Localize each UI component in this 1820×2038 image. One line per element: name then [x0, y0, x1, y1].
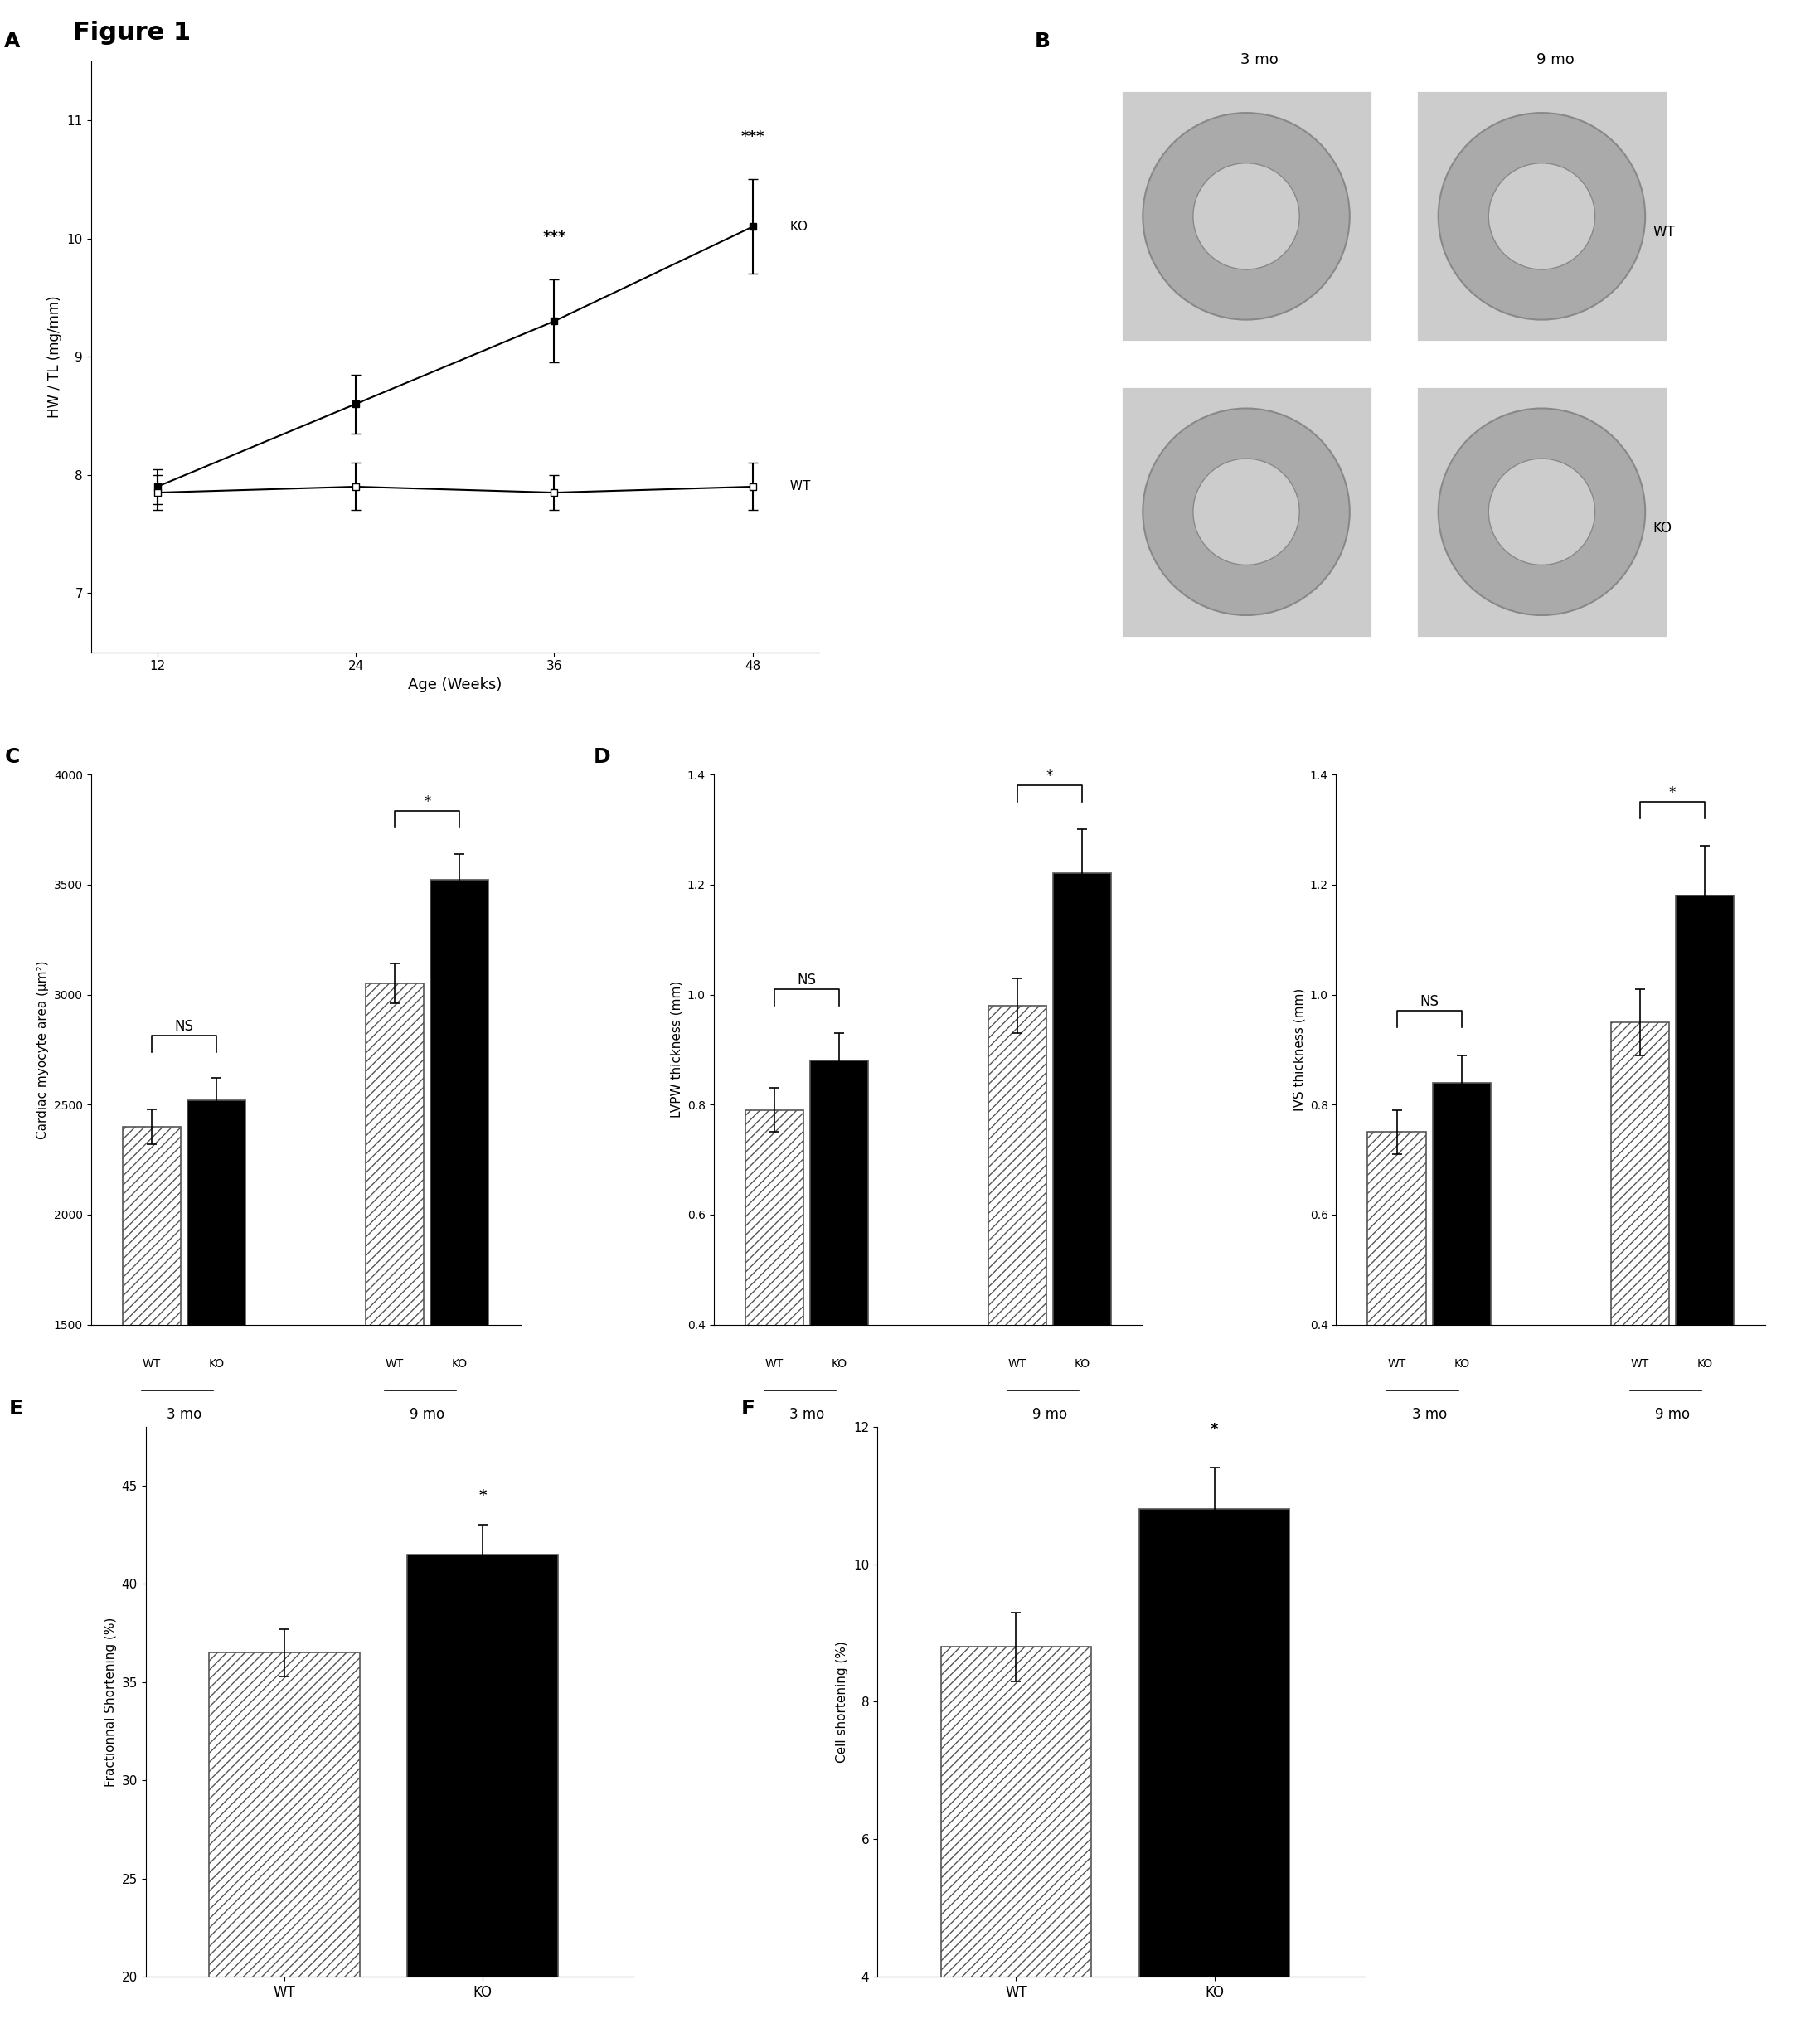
Text: Figure 1: Figure 1 [73, 20, 191, 45]
Text: E: E [9, 1398, 24, 1418]
Bar [430, 880, 490, 1655]
Text: *: * [424, 795, 431, 809]
Bar [1676, 895, 1734, 1545]
Text: *: * [1669, 785, 1676, 801]
Bar [810, 1060, 868, 1545]
Bar [1432, 1082, 1491, 1545]
Text: *: * [479, 1488, 486, 1504]
Text: KO: KO [832, 1357, 846, 1370]
Circle shape [1143, 112, 1350, 320]
X-axis label: Age (Weeks): Age (Weeks) [408, 677, 502, 693]
Bar [988, 1005, 1046, 1545]
Text: KO: KO [786, 220, 808, 232]
Text: NS: NS [797, 972, 815, 986]
Text: WT: WT [786, 481, 810, 493]
Text: WT: WT [764, 1357, 784, 1370]
Bar [1367, 1133, 1427, 1545]
Text: NS: NS [175, 1019, 193, 1033]
Bar [209, 1653, 360, 2038]
Text: NS: NS [1420, 995, 1440, 1009]
Bar [1121, 92, 1372, 342]
Text: WT: WT [1008, 1357, 1026, 1370]
Bar [744, 1111, 803, 1545]
Text: B: B [1036, 33, 1050, 51]
Bar [1121, 387, 1372, 638]
Text: 9 mo: 9 mo [1536, 53, 1574, 67]
Text: F: F [741, 1398, 755, 1418]
Text: 3 mo: 3 mo [790, 1408, 824, 1423]
Text: ***: *** [542, 230, 566, 245]
Text: 3 mo: 3 mo [167, 1406, 202, 1423]
Text: KO: KO [1696, 1357, 1713, 1370]
Text: A: A [4, 33, 20, 51]
Bar [408, 1555, 559, 2038]
Text: 3 mo: 3 mo [1241, 53, 1278, 67]
Circle shape [1489, 459, 1594, 565]
Text: 9 mo: 9 mo [1654, 1408, 1689, 1423]
Text: C: C [5, 748, 20, 766]
Text: 9 mo: 9 mo [410, 1406, 444, 1423]
Y-axis label: IVS thickness (mm): IVS thickness (mm) [1292, 988, 1305, 1111]
Circle shape [1438, 112, 1645, 320]
Bar [122, 1127, 180, 1655]
Text: KO: KO [1074, 1357, 1090, 1370]
Bar [187, 1101, 246, 1655]
Y-axis label: LVPW thickness (mm): LVPW thickness (mm) [670, 980, 682, 1119]
Bar [1416, 92, 1667, 342]
Bar [366, 984, 424, 1655]
Text: KO: KO [451, 1357, 468, 1370]
Bar [1139, 1508, 1290, 2038]
Bar [941, 1647, 1092, 2038]
Text: WT: WT [1631, 1357, 1649, 1370]
Text: KO: KO [209, 1357, 224, 1370]
Y-axis label: Fractionnal Shortening (%): Fractionnal Shortening (%) [104, 1616, 116, 1787]
Text: KO: KO [1653, 520, 1671, 536]
Y-axis label: Cell shortening (%): Cell shortening (%) [835, 1641, 848, 1763]
Bar [1416, 387, 1667, 638]
Circle shape [1194, 459, 1299, 565]
Circle shape [1143, 408, 1350, 615]
Text: *: * [1210, 1423, 1218, 1437]
Text: D: D [593, 748, 610, 766]
Text: WT: WT [386, 1357, 404, 1370]
Text: KO: KO [1454, 1357, 1469, 1370]
Text: *: * [1046, 768, 1054, 785]
Text: 3 mo: 3 mo [1412, 1408, 1447, 1423]
Text: WT: WT [1653, 224, 1674, 240]
Text: 9 mo: 9 mo [1032, 1408, 1067, 1423]
Circle shape [1489, 163, 1594, 269]
Y-axis label: Cardiac myocyte area (μm²): Cardiac myocyte area (μm²) [36, 960, 49, 1139]
Text: ***: *** [741, 128, 764, 145]
Circle shape [1438, 408, 1645, 615]
Circle shape [1194, 163, 1299, 269]
Y-axis label: HW / TL (mg/mm): HW / TL (mg/mm) [47, 296, 62, 418]
Text: WT: WT [1387, 1357, 1407, 1370]
Bar [1611, 1021, 1669, 1545]
Bar [1054, 874, 1112, 1545]
Text: WT: WT [142, 1357, 160, 1370]
